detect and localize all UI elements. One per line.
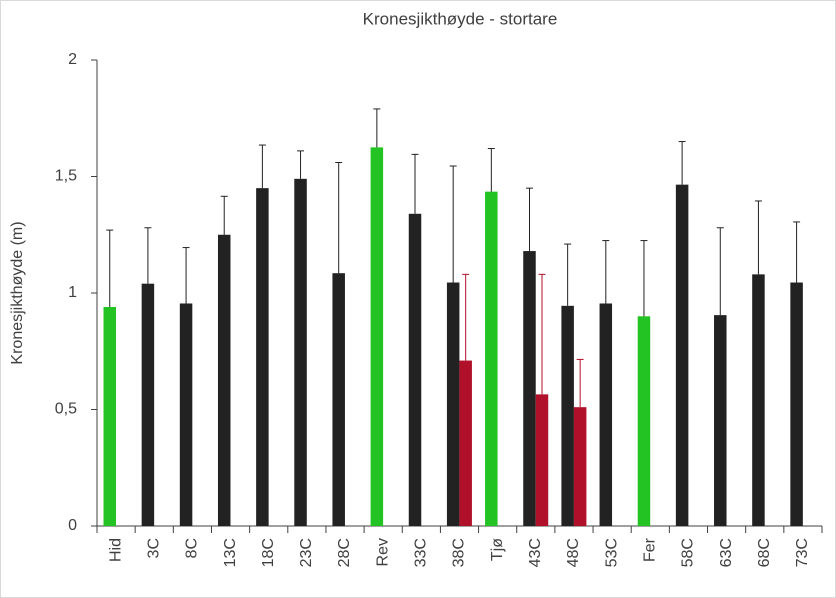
bar (535, 394, 549, 526)
x-tick-label: 48C (565, 538, 582, 567)
error-bar (576, 358, 584, 408)
error-bar (793, 221, 801, 283)
bar (485, 191, 498, 526)
bar (256, 188, 269, 526)
bar (408, 213, 422, 526)
x-tick-label: 13C (222, 538, 239, 567)
error-bar (335, 162, 343, 274)
bar (573, 407, 587, 526)
error-bar (462, 273, 470, 361)
y-tick-label: 1 (68, 284, 77, 301)
x-tick-label: 53C (603, 538, 620, 567)
bar (675, 184, 689, 526)
x-tick-label: Fer (642, 537, 659, 562)
y-axis-title: Kronesjikthøyde (m) (9, 221, 26, 364)
bar (714, 315, 727, 526)
error-bar (525, 187, 533, 252)
bar (332, 273, 345, 526)
x-tick-label: 43C (527, 538, 544, 567)
x-tick-label: 68C (756, 538, 773, 567)
x-tick-label: 63C (718, 538, 735, 567)
bar (599, 303, 613, 526)
bar (561, 305, 574, 526)
error-bar (449, 165, 457, 283)
bar (294, 178, 307, 526)
x-tick-label: 33C (413, 538, 430, 567)
y-tick-label: 0 (68, 517, 77, 534)
error-bar (220, 195, 228, 235)
bar (459, 360, 472, 526)
x-tick-label: Tjø (489, 538, 506, 561)
error-bar (411, 153, 419, 214)
x-tick-label: 38C (451, 538, 468, 567)
x-tick-label: 3C (145, 538, 162, 558)
error-bar (602, 240, 610, 304)
bar (790, 282, 803, 526)
error-bar (487, 148, 495, 192)
error-bar (144, 227, 152, 284)
error-bar (564, 243, 572, 306)
bar (637, 316, 651, 526)
bar (446, 282, 460, 526)
error-bar (182, 247, 190, 304)
error-bar (678, 141, 686, 185)
bar (752, 274, 765, 526)
error-bar (754, 200, 762, 275)
error-bar (640, 240, 648, 317)
bar (370, 147, 384, 526)
x-tick-label: 18C (260, 538, 277, 567)
error-bar (297, 150, 305, 179)
x-tick-label: Hid (107, 538, 124, 562)
x-tick-label: 23C (298, 538, 315, 567)
error-bar (106, 229, 114, 307)
bar (141, 283, 155, 526)
bar (103, 306, 116, 526)
error-bar (716, 227, 724, 316)
x-tick-label: Rev (374, 538, 391, 566)
error-bar (538, 273, 546, 395)
bar (523, 251, 536, 526)
error-bar (373, 108, 381, 148)
y-tick-label: 0,5 (55, 401, 77, 418)
bar (179, 303, 193, 526)
x-tick-label: 28C (336, 538, 353, 567)
x-tick-label: 73C (794, 538, 811, 567)
y-tick-label: 1,5 (55, 168, 77, 185)
error-bar (258, 144, 266, 189)
bar (217, 234, 231, 526)
x-tick-label: 58C (680, 538, 697, 567)
x-tick-label: 8C (184, 538, 201, 558)
chart-title: Kronesjikthøyde - stortare (363, 9, 558, 28)
y-tick-label: 2 (68, 51, 77, 68)
